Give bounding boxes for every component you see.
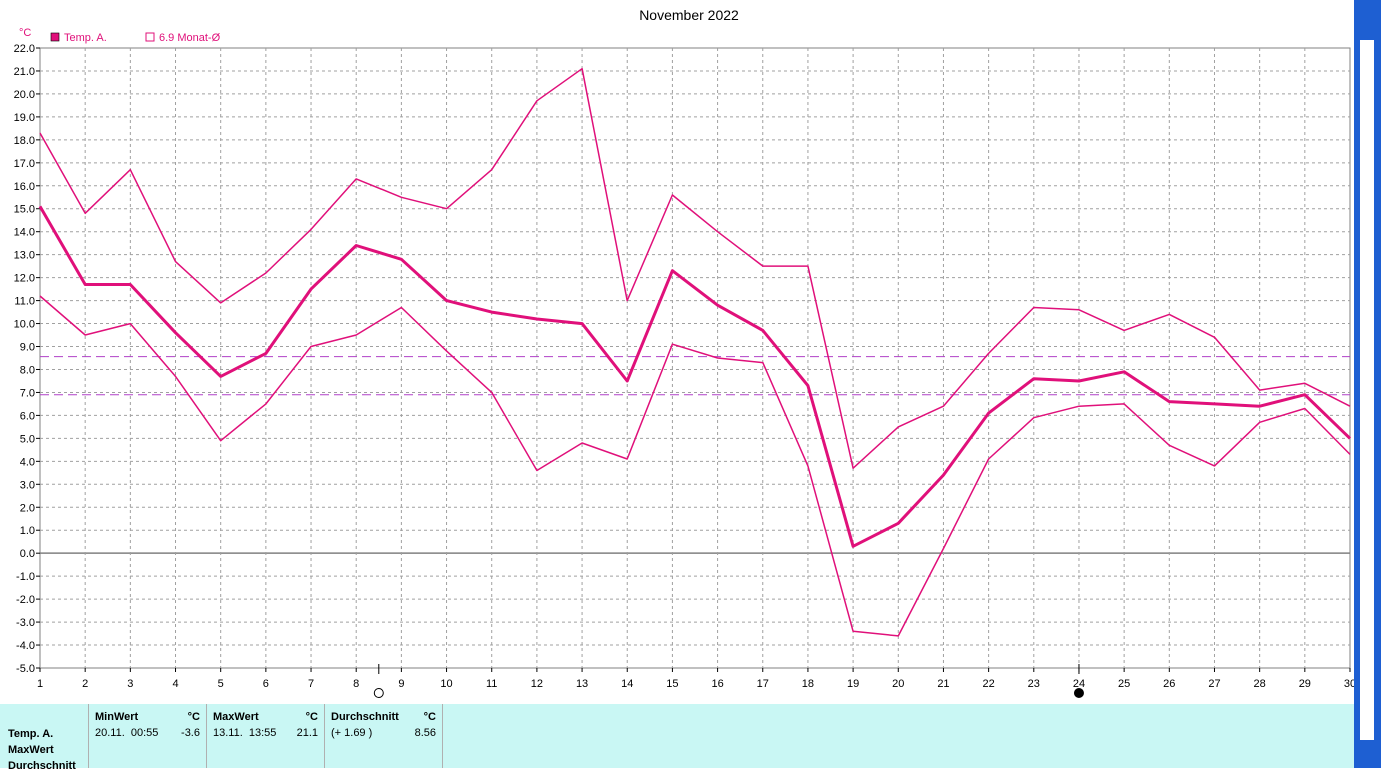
max-value: 21.1 [296, 727, 318, 739]
avg-value: 8.56 [414, 727, 436, 739]
y-tick-label: 10.0 [14, 319, 35, 331]
chart-title: November 2022 [639, 7, 739, 23]
row-label-avg: Durchschnitt [8, 760, 76, 772]
row-label-max: MaxWert [8, 744, 54, 756]
y-tick-label: 2.0 [20, 502, 35, 514]
x-tick-label: 23 [1028, 678, 1040, 690]
scrollbar-thumb[interactable] [1360, 40, 1374, 740]
x-tick-label: 3 [127, 678, 133, 690]
x-tick-label: 15 [666, 678, 678, 690]
x-tick-label: 19 [847, 678, 859, 690]
x-tick-label: 8 [353, 678, 359, 690]
legend-swatch-temp [50, 32, 60, 42]
x-tick-label: 25 [1118, 678, 1130, 690]
stats-row-labels: Temp. A. MaxWert Durchschnitt [8, 726, 88, 774]
avg-value-column: Durchschnitt °C (+ 1.69 ) 8.56 [324, 704, 443, 768]
series-line-max [39, 67, 1351, 469]
y-tick-label: 3.0 [20, 479, 35, 491]
series-line-min [39, 295, 1351, 637]
y-tick-label: -4.0 [16, 640, 35, 652]
temperature-chart: -5.0 -4.0 -3.0 -2.0 -1.0 0.0 1.0 2.0 3.0 4.0 5.0 6.… [14, 7, 1354, 698]
max-timestamp: 13.11. 13:55 [213, 727, 277, 739]
max-value-column: MaxWert °C 13.11. 13:55 21.1 [206, 704, 324, 768]
new-moon-marker [373, 688, 384, 698]
x-tick-label: 20 [892, 678, 904, 690]
x-tick-label: 12 [531, 678, 543, 690]
y-tick-label: 19.0 [14, 112, 35, 124]
avg-header: Durchschnitt [331, 711, 399, 723]
x-tick-label: 16 [711, 678, 723, 690]
y-tick-label: 21.0 [14, 66, 35, 78]
y-tick-label: 7.0 [20, 387, 35, 399]
y-tick-label: 12.0 [14, 273, 35, 285]
x-tick-label: 6 [263, 678, 269, 690]
legend-label-temp: Temp. A. [64, 32, 107, 44]
x-tick-label: 10 [440, 678, 452, 690]
y-tick-label: 17.0 [14, 158, 35, 170]
y-tick-label: -3.0 [16, 617, 35, 629]
min-header: MinWert [95, 711, 139, 723]
y-tick-label: -2.0 [16, 594, 35, 606]
x-tick-label: 21 [937, 678, 949, 690]
max-unit: °C [305, 711, 318, 723]
max-header: MaxWert [213, 711, 259, 723]
min-unit: °C [187, 711, 200, 723]
y-tick-label: 6.0 [20, 410, 35, 422]
x-tick-label: 27 [1208, 678, 1220, 690]
min-value: -3.6 [181, 727, 200, 739]
y-tick-label: 22.0 [14, 43, 35, 55]
x-tick-label: 26 [1163, 678, 1175, 690]
x-tick-label: 11 [486, 678, 497, 690]
y-unit-label: °C [19, 27, 31, 39]
full-moon-marker [1073, 688, 1084, 698]
avg-unit: °C [423, 711, 436, 723]
avg-delta: (+ 1.69 ) [331, 727, 373, 739]
x-tick-label: 22 [982, 678, 994, 690]
x-tick-label: 9 [398, 678, 404, 690]
y-tick-label: 18.0 [14, 135, 35, 147]
legend-swatch-monthly-avg [145, 32, 155, 42]
x-tick-label: 1 [37, 678, 43, 690]
y-tick-label: 1.0 [20, 525, 35, 537]
x-tick-label: 28 [1254, 678, 1266, 690]
row-label-temp: Temp. A. [8, 728, 54, 740]
stats-panel: Temp. A. MaxWert Durchschnitt MinWert °C… [0, 704, 1354, 772]
x-tick-label: 7 [308, 678, 314, 690]
y-tick-label: 15.0 [14, 204, 35, 216]
x-tick-label: 5 [218, 678, 224, 690]
y-tick-label: -1.0 [16, 571, 35, 583]
y-tick-label: 20.0 [14, 89, 35, 101]
x-tick-label: 2 [82, 678, 88, 690]
min-value-column: MinWert °C 20.11. 00:55 -3.6 [88, 704, 206, 768]
y-tick-label: 5.0 [20, 433, 35, 445]
series-line-mean [38, 205, 1352, 548]
y-tick-label: 11.0 [14, 296, 35, 308]
x-tick-label: 24 [1073, 678, 1085, 690]
y-tick-label: -5.0 [16, 663, 35, 675]
x-tick-label: 18 [802, 678, 814, 690]
min-timestamp: 20.11. 00:55 [95, 727, 159, 739]
y-tick-label: 4.0 [20, 456, 35, 468]
y-tick-label: 0.0 [20, 548, 35, 560]
y-tick-label: 16.0 [14, 181, 35, 193]
plot-area [39, 47, 1351, 669]
x-tick-label: 13 [576, 678, 588, 690]
x-tick-label: 30 [1344, 678, 1354, 690]
x-tick-label: 14 [621, 678, 633, 690]
x-tick-label: 29 [1299, 678, 1311, 690]
y-tick-label: 14.0 [14, 227, 35, 239]
x-tick-label: 4 [172, 678, 178, 690]
y-tick-label: 13.0 [14, 250, 35, 262]
y-tick-label: 8.0 [20, 364, 35, 376]
legend-label-monthly-avg: 6.9 Monat-Ø [159, 32, 221, 44]
x-tick-label: 17 [757, 678, 769, 690]
y-tick-label: 9.0 [20, 342, 35, 354]
